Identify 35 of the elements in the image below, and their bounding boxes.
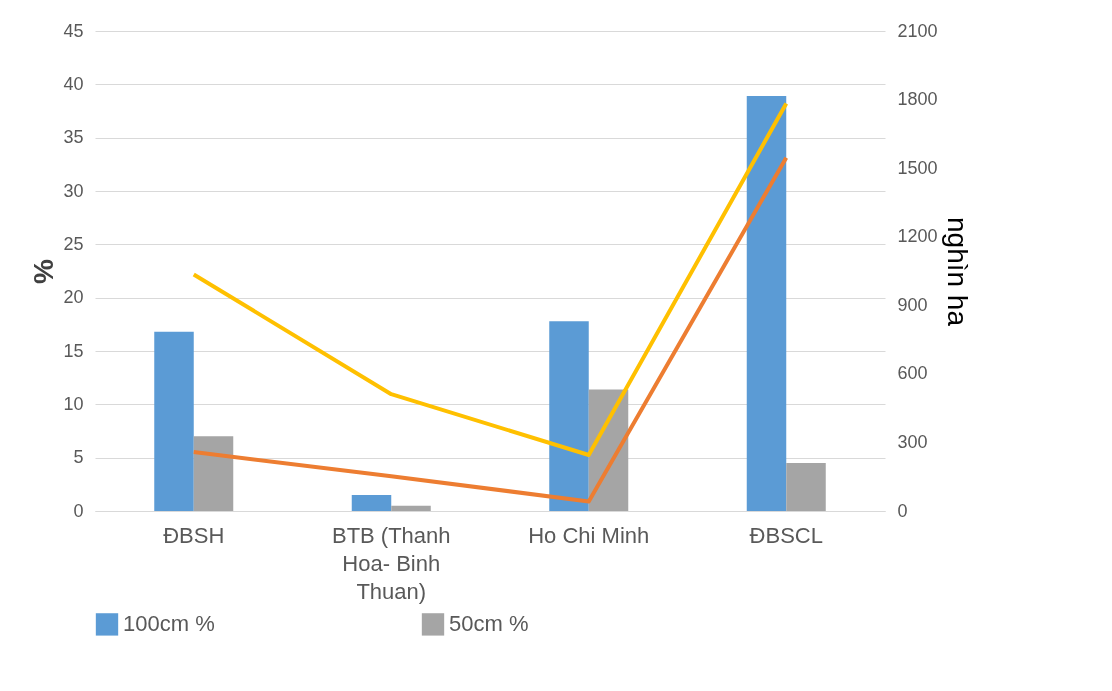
y2-tick-label: 1800 — [897, 89, 938, 110]
y-tick-label: 10 — [63, 393, 84, 414]
y2-tick-label: 2100 — [897, 20, 938, 41]
y-axis-title: % — [28, 258, 60, 284]
y2-axis-title: nghìn ha — [941, 217, 973, 327]
y2-tick-label: 1500 — [897, 157, 938, 178]
bar — [391, 505, 431, 511]
bar — [154, 331, 194, 511]
bar — [786, 463, 826, 511]
y2-tick-label: 600 — [897, 363, 928, 384]
bar — [549, 321, 589, 511]
bar — [351, 495, 392, 511]
y-tick-label: 25 — [63, 233, 84, 254]
line-series — [191, 101, 789, 457]
legend-label: 50cm % — [449, 611, 529, 637]
line-series — [191, 155, 789, 504]
x-tick-label: Ho Chi Minh — [528, 522, 650, 548]
y2-tick-label: 300 — [897, 431, 928, 452]
bar — [746, 96, 787, 511]
y-tick-label: 20 — [63, 287, 84, 308]
y-tick-label: 40 — [63, 73, 84, 94]
x-tick-label: ĐBSH — [163, 522, 225, 548]
y-tick-label: 35 — [63, 127, 84, 148]
y-tick-label: 0 — [73, 500, 84, 521]
y-tick-label: 15 — [63, 340, 84, 361]
y2-tick-label: 1200 — [897, 226, 938, 247]
y2-tick-label: 0 — [897, 500, 908, 521]
x-tick-label: BTB (Thanh Hoa- Binh Thuan) — [331, 522, 451, 604]
x-tick-label: ĐBSCL — [749, 522, 823, 548]
y-tick-label: 5 — [73, 447, 84, 468]
y-tick-label: 45 — [63, 20, 84, 41]
legend-label: 100cm % — [123, 611, 215, 637]
y2-tick-label: 900 — [897, 294, 928, 315]
bar — [193, 436, 234, 511]
y-tick-label: 30 — [63, 180, 84, 201]
